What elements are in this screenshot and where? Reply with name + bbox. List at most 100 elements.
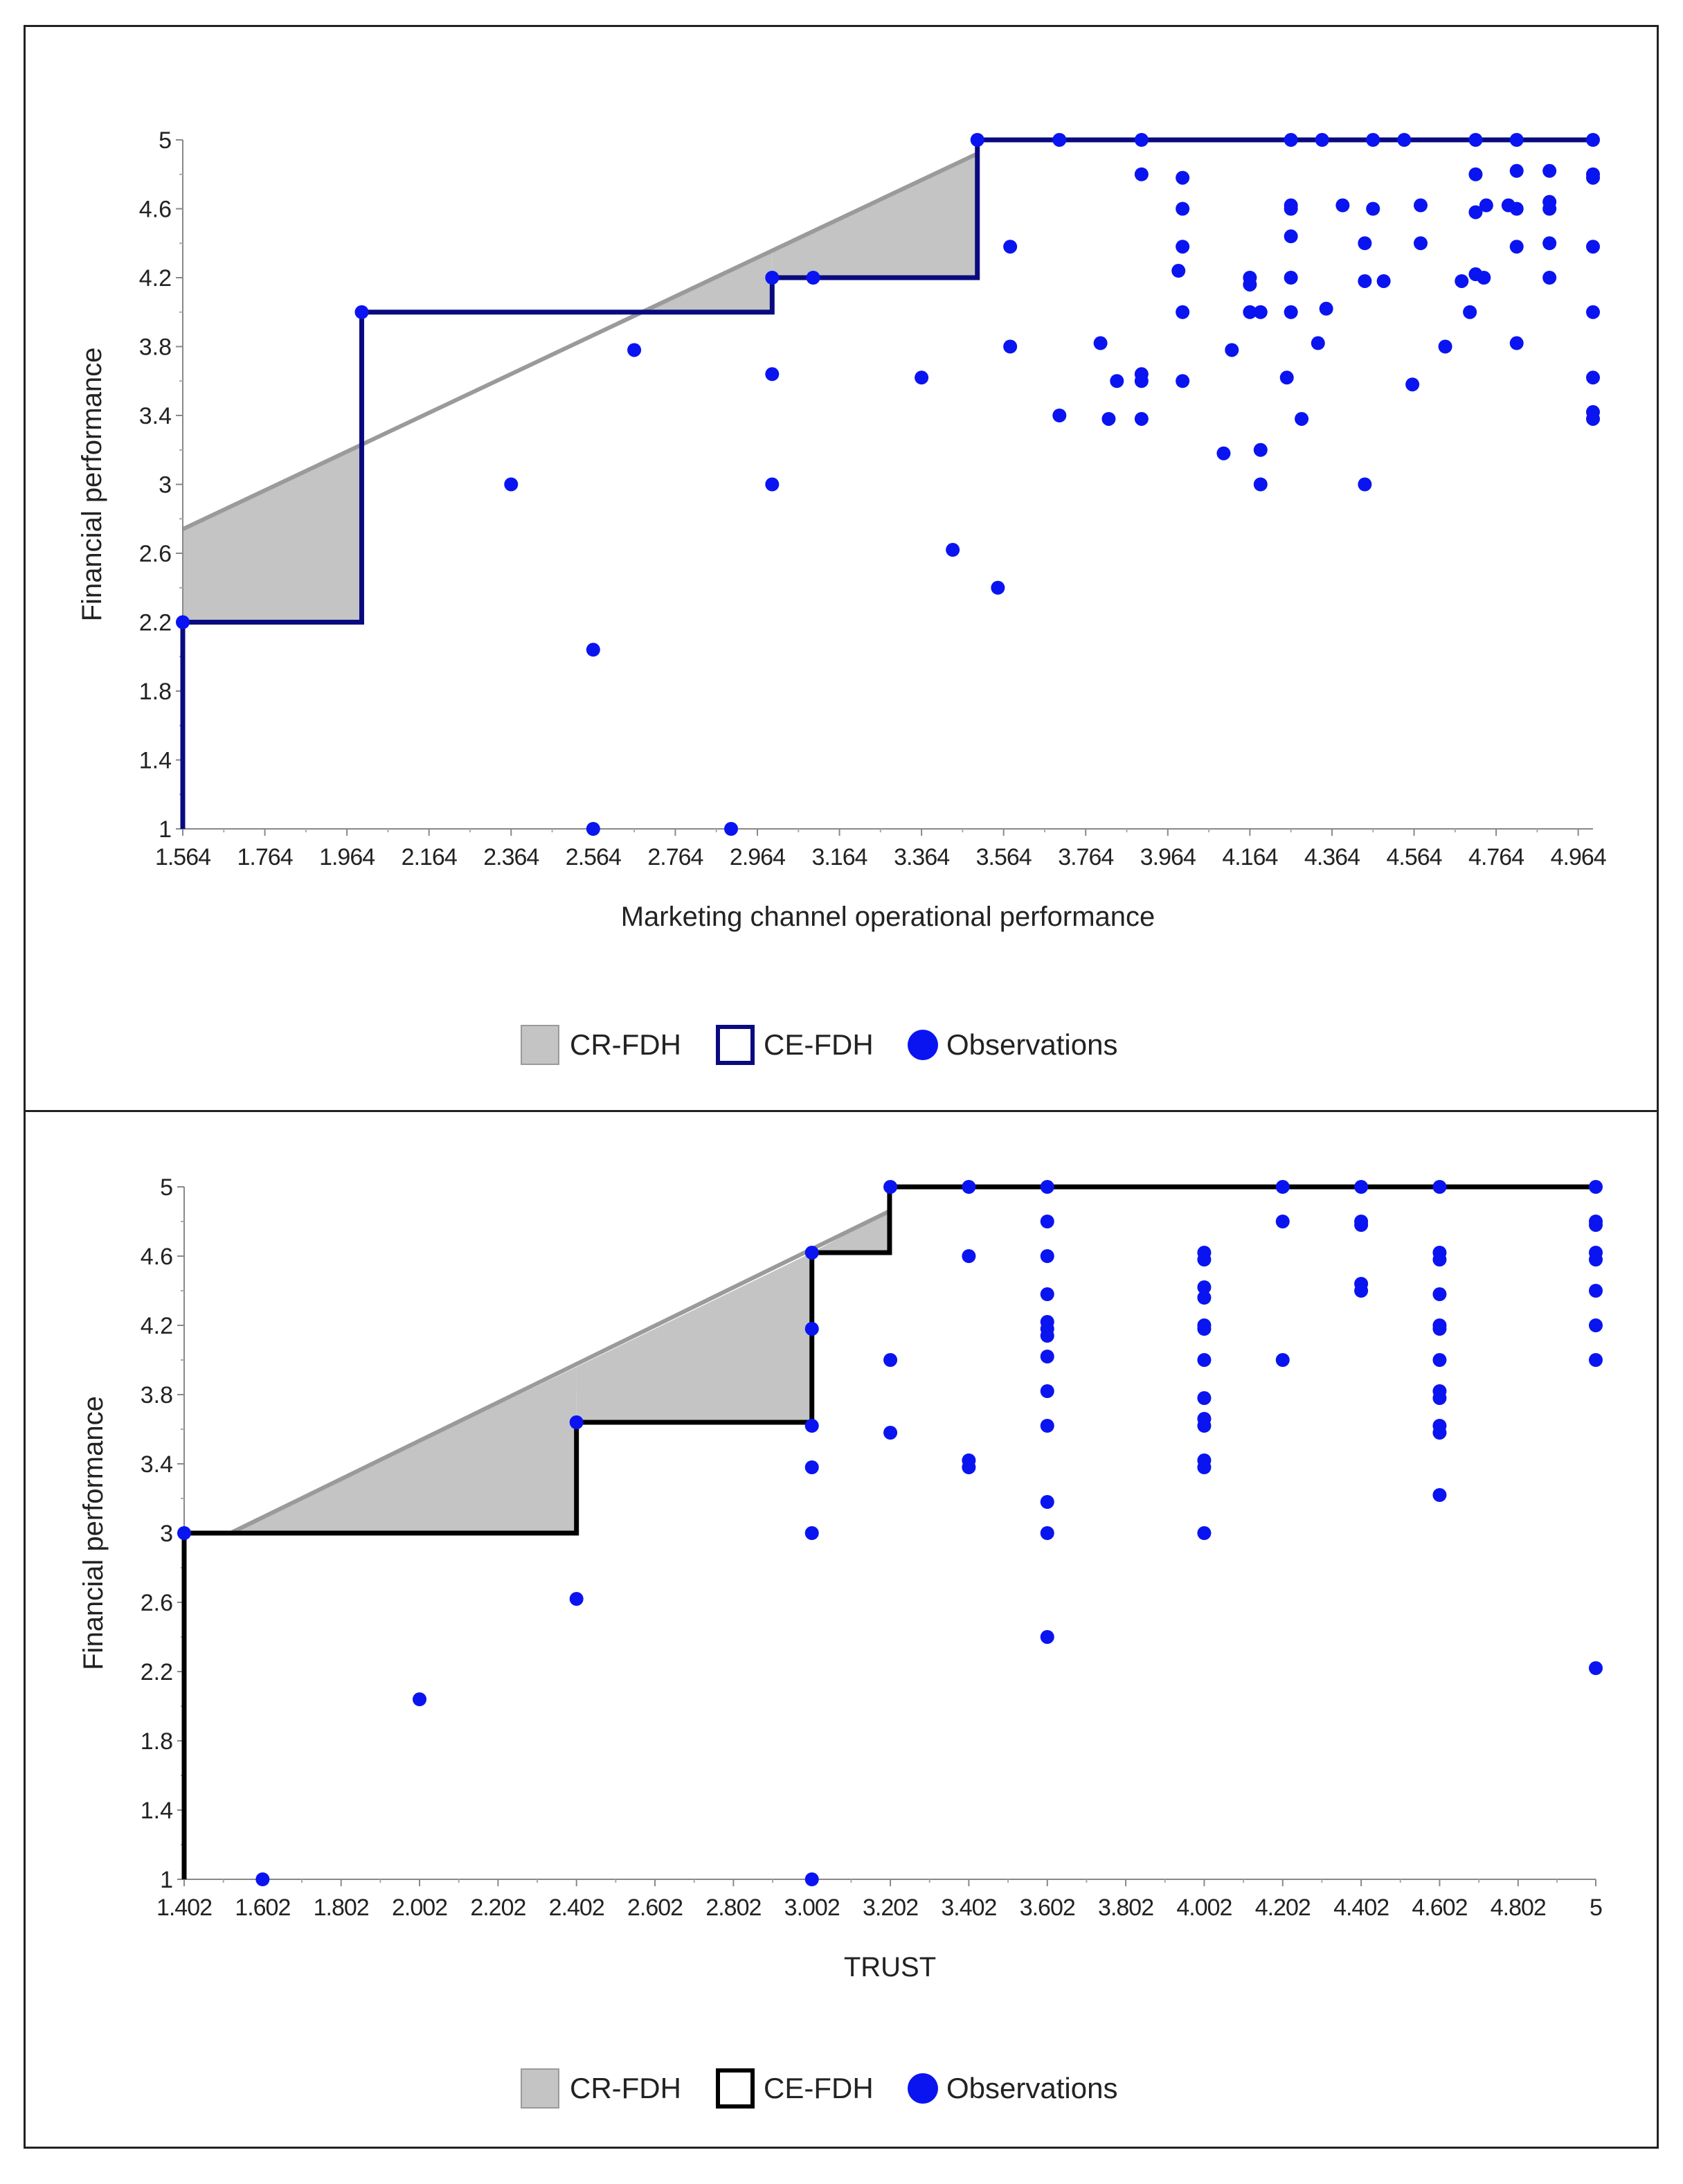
x-tick-label: 4.402 (1333, 1895, 1389, 1921)
x-tick-label: 1.802 (314, 1895, 369, 1921)
y-tick-label: 3 (159, 472, 172, 499)
x-tick-label: 3.764 (1058, 844, 1113, 870)
observation-point (804, 1460, 819, 1474)
y-tick-label: 2.6 (139, 541, 172, 567)
cr-fdh-region (183, 445, 362, 623)
observation-point (1197, 1419, 1212, 1433)
observation-point (1253, 305, 1268, 319)
observation-point (883, 1426, 898, 1440)
x-tick-label: 2.402 (549, 1895, 604, 1921)
observation-point (765, 367, 780, 382)
y-tick-label: 1.8 (139, 679, 172, 705)
observation-point (765, 477, 780, 492)
observation-point (1468, 133, 1483, 147)
legend-observations-label: Observations (946, 1028, 1117, 1061)
x-tick-label: 3.802 (1098, 1895, 1153, 1921)
observation-point (1477, 271, 1491, 285)
observation-point (1589, 1353, 1603, 1367)
observation-point (991, 580, 1005, 595)
observation-point (1376, 274, 1391, 288)
y-tick-label: 5 (159, 127, 172, 154)
observation-point (962, 1249, 976, 1263)
observation-point (413, 1692, 427, 1706)
observation-point (255, 1872, 270, 1886)
observation-point (1134, 133, 1149, 147)
observation-point (1366, 133, 1380, 147)
observation-point (1040, 1215, 1054, 1228)
legend-cr-fdh-swatch (521, 1025, 559, 1065)
observation-point (1414, 236, 1428, 251)
observation-point (1052, 409, 1067, 422)
x-tick-label: 4.364 (1304, 844, 1360, 870)
x-tick-label: 4.564 (1386, 844, 1441, 870)
legend-ce-fdh-swatch (716, 2068, 755, 2109)
legend-cr-fdh-label: CR-FDH (570, 2072, 681, 2104)
observation-point (1176, 240, 1190, 254)
y-tick-label: 4.2 (139, 265, 172, 292)
y-tick-label: 1 (160, 1867, 173, 1893)
observation-point (1197, 1253, 1212, 1266)
x-tick-label: 2.964 (730, 844, 785, 870)
x-axis-label: TRUST (844, 1952, 936, 1982)
x-tick-label: 3.402 (941, 1895, 996, 1921)
observation-point (804, 1322, 819, 1336)
observation-point (1589, 1318, 1603, 1332)
x-tick-label: 4.764 (1468, 844, 1524, 870)
cr-fdh-line (229, 1209, 891, 1535)
x-tick-label: 2.764 (647, 844, 703, 870)
observation-point (1319, 301, 1333, 316)
observation-point (1358, 274, 1372, 288)
observation-point (1335, 198, 1350, 213)
observation-point (1586, 305, 1600, 319)
observation-point (569, 1415, 584, 1429)
observation-point (1134, 167, 1149, 181)
observation-point (1176, 202, 1190, 216)
observation-point (1311, 336, 1325, 350)
observation-point (1101, 411, 1116, 426)
x-tick-label: 2.202 (470, 1895, 525, 1921)
observation-point (586, 822, 600, 836)
observation-point (1586, 170, 1600, 185)
x-tick-label: 1.764 (237, 844, 293, 870)
y-tick-label: 3.8 (139, 334, 172, 361)
observation-point (1197, 1280, 1212, 1294)
observation-point (1586, 133, 1600, 147)
observation-point (1243, 305, 1257, 319)
observation-point (354, 305, 369, 319)
observation-point (806, 271, 820, 285)
x-tick-label: 3.364 (894, 844, 949, 870)
observation-point (1468, 205, 1483, 220)
observation-point (970, 133, 984, 147)
observation-point (177, 1526, 191, 1540)
legend-cr-fdh-swatch (521, 2068, 559, 2109)
observation-point (1197, 1460, 1212, 1474)
y-tick-label: 4.2 (141, 1313, 173, 1339)
observation-point (1509, 240, 1524, 254)
observation-point (1040, 1419, 1054, 1433)
observation-point (1275, 1215, 1290, 1228)
observation-point (1542, 202, 1557, 216)
chart-panel-trust: 1 1.4 1.8 2.2 2.6 3 3.4 3.8 4.2 4.6 5 1.402 1.602 1.8… (24, 1110, 1659, 2149)
observation-point (1176, 305, 1190, 319)
observation-point (1040, 1180, 1054, 1194)
legend: CR-FDH CE-FDH Observations (521, 1025, 1117, 1065)
observation-point (1275, 1353, 1290, 1367)
x-axis-label: Marketing channel operational performanc… (621, 902, 1155, 932)
y-tick-label: 2.6 (141, 1590, 173, 1616)
observation-point (1134, 411, 1149, 426)
observation-point (1176, 374, 1190, 388)
observation-point (1432, 1253, 1447, 1266)
observation-point (1589, 1218, 1603, 1232)
observation-point (765, 271, 780, 285)
observation-point (1253, 477, 1268, 492)
observation-point (1040, 1526, 1054, 1540)
observation-point (804, 1419, 819, 1433)
observation-point (1284, 202, 1298, 216)
observation-point (1589, 1284, 1603, 1298)
observation-point (1354, 1284, 1369, 1298)
observation-point (1110, 374, 1124, 388)
observation-point (1432, 1488, 1447, 1502)
x-tick-label: 4.164 (1222, 844, 1277, 870)
y-tick-label: 4.6 (141, 1244, 173, 1270)
legend-ce-fdh-label: CE-FDH (764, 1028, 874, 1061)
